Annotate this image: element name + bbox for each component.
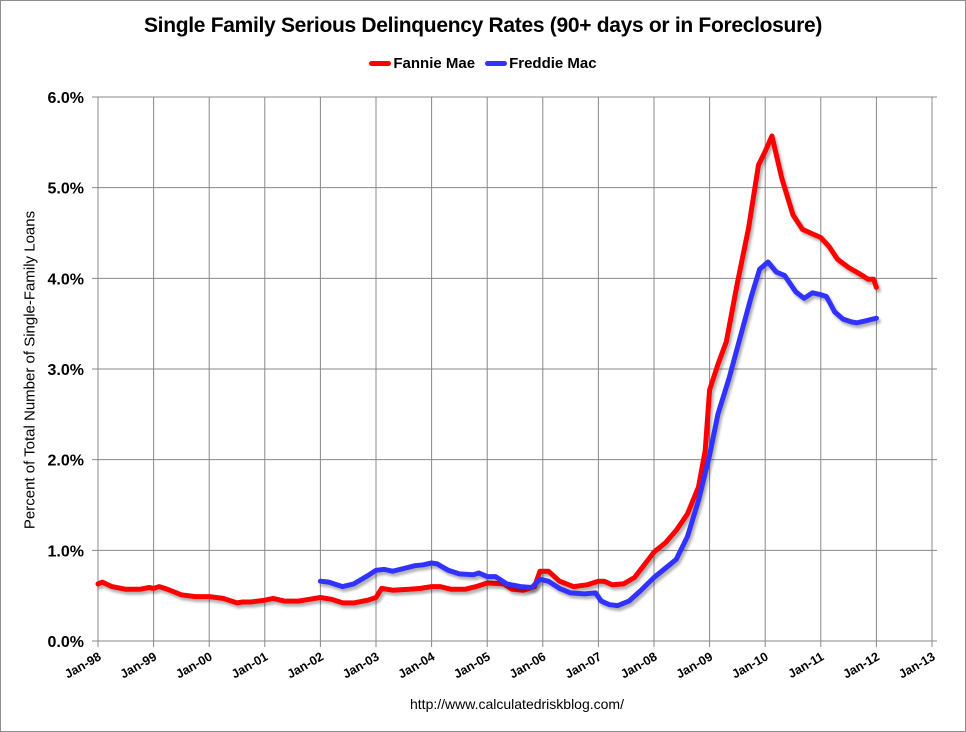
legend-swatch-freddie-mac — [485, 61, 508, 66]
y-tick-label: 1.0% — [48, 543, 84, 560]
legend: Fannie Mae Freddie Mac — [0, 55, 966, 72]
y-tick-label: 4.0% — [48, 271, 84, 288]
chart-title: Single Family Serious Delinquency Rates … — [143, 14, 823, 37]
y-tick-label: 6.0% — [48, 90, 84, 107]
legend-swatch-fannie-mae — [369, 61, 392, 66]
x-tick-label: Jan-03 — [340, 649, 381, 681]
x-tick-label: Jan-11 — [786, 649, 827, 681]
x-tick-label: Jan-05 — [451, 649, 492, 681]
y-tick-label: 0.0% — [48, 634, 84, 651]
series-line-freddie-mac — [317, 259, 879, 609]
source-url: http://www.calculatedriskblog.com/ — [410, 696, 624, 712]
y-tick-label: 5.0% — [48, 181, 84, 198]
y-tick-label: 2.0% — [48, 453, 84, 470]
x-tick-label: Jan-09 — [674, 649, 715, 681]
x-tick-label: Jan-06 — [507, 649, 548, 681]
x-tick-label: Jan-02 — [285, 649, 326, 681]
series-line-fannie-mae — [95, 133, 879, 606]
legend-label-fannie-mae: Fannie Mae — [393, 55, 476, 72]
x-tick-label: Jan-10 — [729, 649, 770, 681]
x-tick-label: Jan-98 — [62, 649, 103, 681]
x-tick-label: Jan-07 — [563, 649, 604, 681]
x-tick-label: Jan-04 — [396, 649, 437, 681]
x-tick-label: Jan-08 — [618, 649, 659, 681]
x-tick-label: Jan-99 — [118, 649, 159, 681]
x-tick-label: Jan-00 — [173, 649, 214, 681]
legend-item-fannie-mae: Fannie Mae — [369, 55, 475, 72]
legend-item-freddie-mac: Freddie Mac — [485, 55, 597, 72]
x-tick-label: Jan-12 — [841, 649, 882, 681]
legend-label-freddie-mac: Freddie Mac — [509, 55, 597, 72]
x-tick-label: Jan-13 — [896, 649, 937, 681]
y-tick-label: 3.0% — [48, 362, 84, 379]
x-tick-label: Jan-01 — [229, 649, 270, 681]
